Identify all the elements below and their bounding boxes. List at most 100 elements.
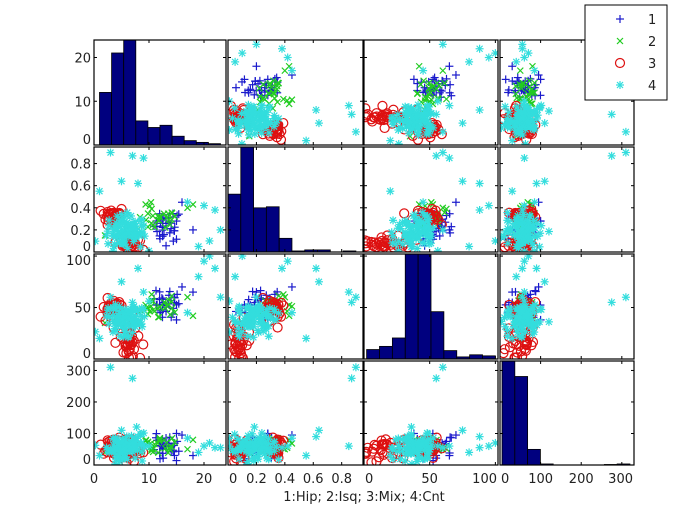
point-group-4 (251, 130, 259, 138)
point-group-1 (160, 231, 168, 239)
point-group-4 (459, 426, 467, 434)
legend-marker-icon (616, 81, 624, 89)
point-group-4 (533, 179, 541, 187)
point-group-3 (111, 338, 120, 347)
y-tick-label: 0 (83, 453, 91, 468)
point-group-4 (284, 54, 292, 62)
point-group-4 (411, 119, 419, 127)
panel-r2-c1: 00.20.40.60.8 (70, 147, 226, 255)
point-group-4 (512, 58, 520, 66)
point-group-4 (352, 293, 360, 301)
point-group-4 (244, 315, 252, 323)
point-group-4 (264, 439, 272, 447)
point-group-4 (518, 264, 526, 272)
point-group-4 (404, 238, 412, 246)
y-tick-label: 0 (83, 347, 91, 362)
point-group-4 (195, 242, 203, 250)
histogram-bar (241, 147, 254, 252)
point-group-4 (505, 228, 513, 236)
point-group-4 (118, 233, 126, 241)
histogram-bar (112, 53, 124, 145)
point-group-4 (278, 444, 286, 452)
point-group-4 (404, 120, 412, 128)
point-group-4 (476, 206, 484, 214)
point-group-4 (386, 187, 394, 195)
point-group-4 (231, 125, 239, 133)
panel-r2-c2 (228, 147, 363, 252)
point-group-4 (518, 40, 526, 48)
point-group-4 (107, 363, 115, 371)
point-group-4 (237, 321, 245, 329)
histogram-bar (100, 92, 112, 145)
point-group-4 (389, 216, 397, 224)
point-group-4 (459, 119, 467, 127)
point-group-4 (476, 45, 484, 53)
point-group-4 (249, 454, 257, 462)
point-group-4 (439, 226, 447, 234)
histogram-bar (431, 312, 444, 359)
point-group-4 (109, 232, 117, 240)
point-group-2 (190, 313, 196, 319)
point-group-1 (189, 226, 197, 234)
point-group-1 (502, 75, 510, 83)
point-group-4 (476, 433, 484, 441)
point-group-1 (446, 81, 454, 89)
point-group-4 (288, 67, 296, 75)
point-group-4 (411, 446, 419, 454)
point-group-4 (134, 264, 142, 272)
legend-label: 3 (648, 57, 656, 72)
point-group-4 (425, 103, 433, 111)
point-group-1 (178, 283, 186, 291)
point-group-4 (249, 312, 257, 320)
point-group-4 (352, 128, 360, 136)
point-group-4 (516, 303, 524, 311)
point-group-4 (272, 443, 280, 451)
point-group-4 (415, 217, 423, 225)
point-group-4 (536, 243, 544, 251)
point-group-4 (128, 308, 136, 316)
point-group-4 (91, 237, 99, 245)
point-group-4 (404, 450, 412, 458)
point-group-2 (274, 99, 280, 105)
point-group-3 (139, 340, 148, 349)
point-group-2 (443, 96, 449, 102)
y-tick-label: 0.8 (70, 158, 91, 173)
point-group-1 (288, 283, 296, 291)
point-group-4 (184, 309, 192, 317)
point-group-4 (388, 239, 396, 247)
point-group-4 (284, 257, 292, 265)
point-group-4 (423, 454, 431, 462)
point-group-4 (278, 45, 286, 53)
point-group-4 (261, 450, 269, 458)
point-group-4 (476, 444, 484, 452)
histogram-bar (444, 351, 457, 359)
point-group-4 (407, 243, 415, 251)
point-group-3 (400, 209, 409, 218)
x-tick-label: 100 (472, 472, 497, 487)
point-group-4 (439, 128, 447, 136)
point-group-4 (545, 318, 553, 326)
histogram-bar (392, 338, 405, 359)
point-group-4 (184, 434, 192, 442)
y-tick-label: 0.2 (70, 224, 91, 239)
point-group-4 (508, 334, 516, 342)
point-group-4 (265, 129, 273, 137)
point-group-4 (388, 228, 396, 236)
x-tick-label: 0 (229, 472, 237, 487)
point-group-4 (608, 110, 616, 118)
point-group-4 (288, 434, 296, 442)
histogram-bar (266, 207, 279, 252)
point-group-1 (162, 242, 170, 250)
point-group-4 (184, 198, 192, 206)
point-group-4 (533, 264, 541, 272)
point-group-4 (445, 154, 453, 162)
histogram-bar (502, 361, 515, 465)
point-group-4 (252, 444, 260, 452)
point-group-4 (235, 455, 243, 463)
point-group-4 (533, 115, 541, 123)
point-group-4 (524, 237, 532, 245)
point-group-4 (257, 305, 265, 313)
